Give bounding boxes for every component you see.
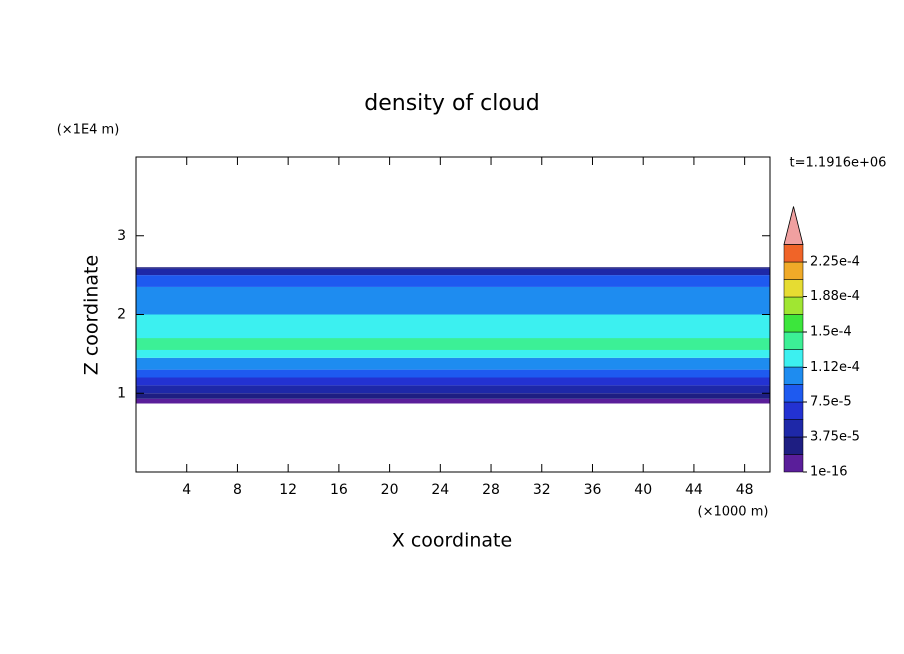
y-tick-label: 2 [117,307,126,323]
x-tick-label: 32 [533,482,551,498]
contour-band [136,369,770,378]
colorbar-tick-label: 7.5e-5 [810,395,852,410]
colorbar-tick-label: 2.25e-4 [810,255,860,270]
x-tick-label: 28 [482,482,500,498]
colorbar-extend [783,206,804,245]
x-tick-label: 4 [182,482,191,498]
colorbar-segment [783,296,804,315]
colorbar-tick-label: 3.75e-5 [810,430,860,445]
x-tick-label: 16 [330,482,348,498]
contour-band [136,377,770,386]
colorbar-segment [783,436,804,455]
contour-band [136,385,770,394]
y-tick-label: 1 [117,385,126,401]
colorbar-segment [783,454,804,473]
contour-band [136,286,770,315]
x-tick-label: 44 [685,482,703,498]
x-axis-label: X coordinate [392,530,512,552]
contour-band [136,267,770,269]
colorbar-segment [783,314,804,333]
colorbar-tick-label: 1.88e-4 [810,289,860,304]
x-unit: (×1000 m) [698,505,769,520]
chart-title: density of cloud [364,91,539,116]
x-tick-label: 20 [381,482,399,498]
colorbar-segment [783,244,804,263]
time-label: t=1.1916e+06 [790,156,887,171]
colorbar-segment [783,331,804,350]
contour-band [136,357,770,370]
x-tick-label: 24 [431,482,449,498]
colorbar-segment [783,384,804,403]
colorbar-segment [783,349,804,368]
contour-band [136,268,770,276]
colorbar-tick-label: 1.12e-4 [810,360,860,375]
colorbar-segment [783,261,804,280]
contour-band [136,314,770,358]
contour-band [136,275,770,287]
x-tick-label: 12 [279,482,297,498]
contour-band [136,338,770,350]
colorbar-segment [783,401,804,420]
colorbar-segment [783,419,804,438]
contour-band [136,393,770,399]
x-tick-label: 40 [634,482,652,498]
y-unit: (×1E4 m) [57,123,120,138]
x-tick-label: 8 [233,482,242,498]
x-tick-label: 36 [584,482,602,498]
x-tick-label: 48 [736,482,754,498]
contour-band [136,398,770,404]
y-axis-label: Z coordinate [81,255,103,375]
colorbar-segment [783,366,804,385]
y-tick-label: 3 [117,228,126,244]
colorbar-tick-label: 1.5e-4 [810,325,852,340]
colorbar-segment [783,279,804,298]
colorbar-tick-label: 1e-16 [810,465,848,480]
